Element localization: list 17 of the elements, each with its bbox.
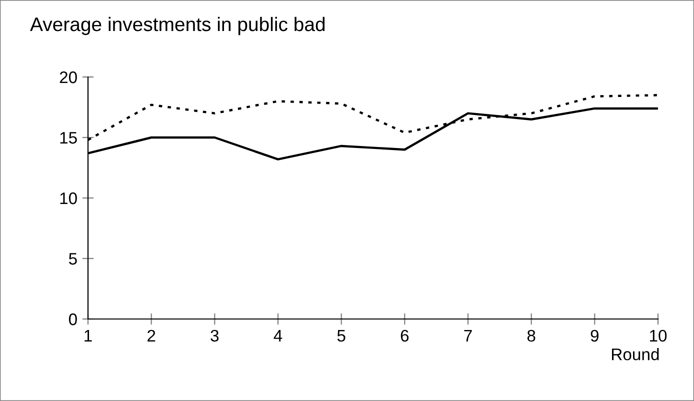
x-tick-label: 8 bbox=[527, 330, 536, 342]
x-tick-label: 7 bbox=[464, 330, 472, 342]
x-tick-label: 2 bbox=[148, 330, 156, 342]
y-tick-label: 15 bbox=[60, 132, 77, 144]
y-tick-label: 10 bbox=[60, 192, 77, 204]
x-tick-label: 9 bbox=[590, 330, 599, 342]
x-tick-label: 1 bbox=[84, 330, 92, 342]
y-tick-label: 20 bbox=[60, 71, 77, 84]
x-tick-label: 6 bbox=[400, 330, 409, 342]
chart-title: Average investments in public bad bbox=[30, 16, 325, 36]
x-tick-label: 3 bbox=[210, 330, 219, 342]
y-tick-label: 0 bbox=[68, 313, 77, 326]
y-tick-label: 5 bbox=[68, 253, 77, 265]
x-tick-label: 4 bbox=[274, 330, 282, 342]
x-tick-label: 5 bbox=[337, 330, 346, 342]
x-tick-label: 10 bbox=[650, 330, 667, 342]
x-axis-title: Round bbox=[612, 348, 659, 360]
